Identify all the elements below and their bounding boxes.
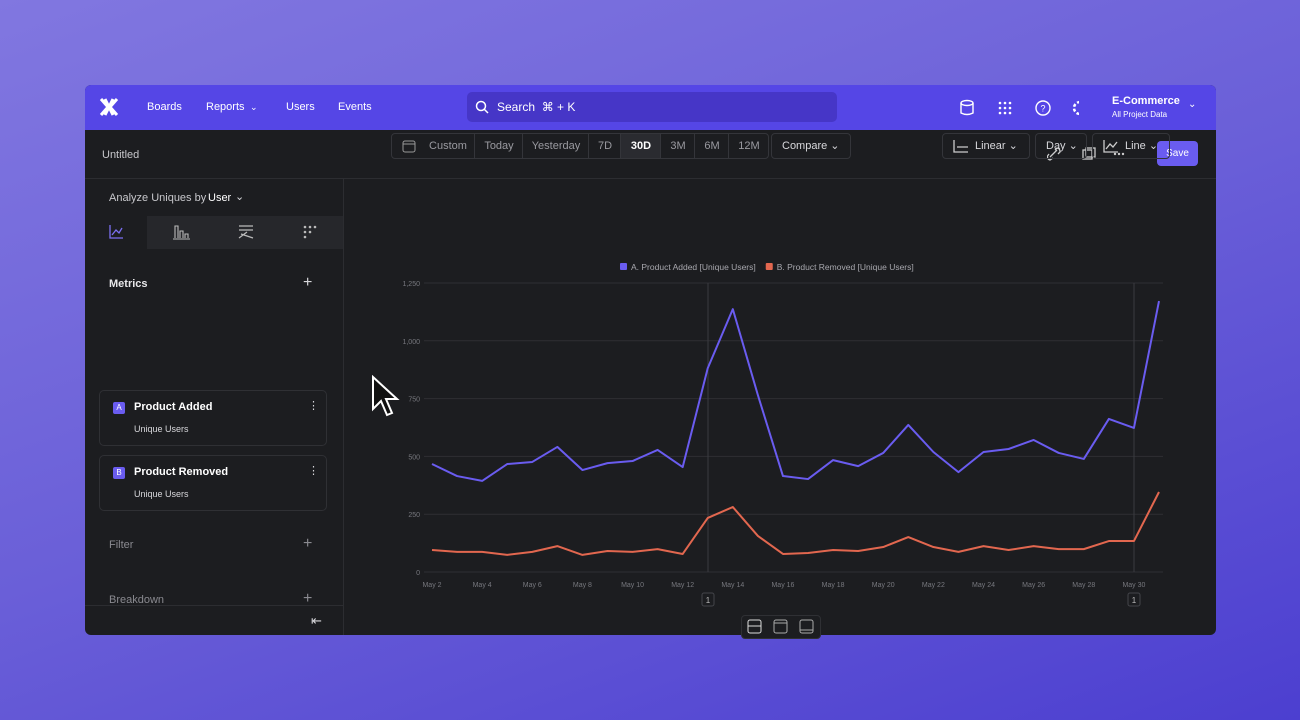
calendar-icon [402,140,416,153]
y-tick-label: 1,250 [402,281,420,288]
date-range-group[interactable]: Custom Today Yesterday 7D 30D 3M 6M 12M [391,133,769,159]
collapse-sidebar[interactable]: ⇤ [311,613,322,628]
project-name[interactable]: E-Commerce [1112,95,1180,107]
range-option[interactable]: 12M [728,134,769,158]
interval-button[interactable]: Day ⌄ [1035,133,1087,159]
mouse-cursor [372,375,400,417]
metric-card[interactable]: B Product Removed Unique Users ⋮ [99,455,327,511]
chart-type-icons[interactable] [109,224,329,240]
annotation-box [1127,592,1141,607]
metric-sub: Unique Users [134,424,189,434]
x-tick-label: May 30 [1122,582,1145,589]
y-tick-label: 0 [416,570,420,577]
chevron: ⌄ [1188,99,1197,110]
metric-card[interactable]: A Product Added Unique Users ⋮ [99,390,327,446]
analyze-label: Analyze Uniques by [109,192,207,204]
range-option[interactable]: Today [474,134,523,158]
metric-menu[interactable]: ⋮ [308,465,319,477]
compare-button[interactable]: Compare ⌄ [771,133,851,159]
nav-item[interactable]: Users [286,101,315,113]
logo[interactable] [99,97,119,117]
x-tick-label: May 2 [422,582,441,589]
x-tick-label: May 8 [573,582,592,589]
chart-type-label: Line [1125,140,1146,152]
legend-label: B. Product Removed [Unique Users] [777,262,914,272]
toolbar: Untitled Save [85,130,1216,179]
project-sub: All Project Data [1112,110,1168,119]
metric-sub: Unique Users [134,489,189,499]
metric-letter: A [113,402,125,414]
annotation-label: 1 [1132,596,1137,605]
y-tick-label: 750 [408,397,420,404]
x-tick-label: May 16 [771,582,794,589]
nav-item[interactable]: Boards [147,101,182,113]
line-icon [1103,140,1118,153]
breakdown-title: Breakdown [109,594,165,606]
range-option[interactable]: Yesterday [522,134,589,158]
save-button[interactable]: Save [1157,141,1198,166]
interval-label: Day [1046,140,1066,152]
metric-menu[interactable]: ⋮ [308,400,319,412]
x-tick-label: May 12 [671,582,694,589]
metric-name: Product Added [134,401,213,413]
y-tick-label: 250 [408,512,420,519]
chevron: ⌄ [235,191,245,203]
y-tick-label: 500 [408,454,420,461]
x-tick-label: May 10 [621,582,644,589]
x-tick-label: May 22 [922,582,945,589]
app-window: Boards Reports ⌄ Users Events Search ⌘ +… [85,85,1216,635]
search-placeholder: Search ⌘ + K [497,100,576,114]
metrics-title: Metrics [109,278,148,290]
x-tick-label: May 24 [972,582,995,589]
scale-button[interactable]: Linear ⌄ [942,133,1030,159]
nav-icons[interactable]: ? [959,99,1079,117]
range-option[interactable]: 3M [660,134,695,158]
search-box[interactable]: Search ⌘ + K [467,92,837,122]
scale-label: Linear [975,140,1006,152]
y-tick-label: 1,000 [402,339,420,346]
scale-icon [953,140,968,153]
layout-switcher[interactable] [741,615,821,639]
range-option[interactable]: 7D [588,134,621,158]
x-tick-label: May 28 [1072,582,1095,589]
legend-swatch [620,263,627,270]
series-line [431,491,1160,556]
chevron: ⌄ [250,102,258,112]
x-tick-label: May 14 [721,582,744,589]
x-tick-label: May 4 [473,582,492,589]
x-tick-label: May 18 [822,582,845,589]
chart: 0 250 500 750 1,000 1,250 May 2 May 4 May 6 May 8… [402,262,1163,607]
sidebar: Analyze Uniques by User ⌄ Metrics + A Pr… [85,179,344,635]
search-icon [475,100,489,114]
annotation-box [701,592,715,607]
annotation-label: 1 [706,596,711,605]
x-tick-label: May 26 [1022,582,1045,589]
series-line [431,300,1160,482]
range-option-selected[interactable]: 30D [620,134,661,158]
nav-item[interactable]: Events [338,101,372,113]
nav-item[interactable]: Reports [206,101,245,113]
x-tick-label: May 6 [523,582,542,589]
chart-type-button[interactable]: Line ⌄ [1092,133,1170,159]
add-metric[interactable]: + [303,274,313,291]
divider [85,605,343,606]
legend-swatch [765,263,773,270]
layout-icons[interactable] [742,616,820,638]
metric-letter: B [113,467,125,479]
range-option[interactable]: 6M [694,134,729,158]
top-nav: Boards Reports ⌄ Users Events Search ⌘ +… [85,85,1216,130]
compare-label: Compare [782,140,828,152]
analyze-value[interactable]: User [208,192,232,204]
metric-name: Product Removed [134,466,229,478]
range-option[interactable]: Custom [429,140,467,152]
svg-text:?: ? [1040,104,1045,114]
legend-label: A. Product Added [Unique Users] [631,262,756,272]
add-breakdown[interactable]: + [303,590,313,607]
x-tick-label: May 20 [872,582,895,589]
filter-title: Filter [109,539,134,551]
add-filter[interactable]: + [303,535,313,552]
report-title[interactable]: Untitled [102,149,140,161]
